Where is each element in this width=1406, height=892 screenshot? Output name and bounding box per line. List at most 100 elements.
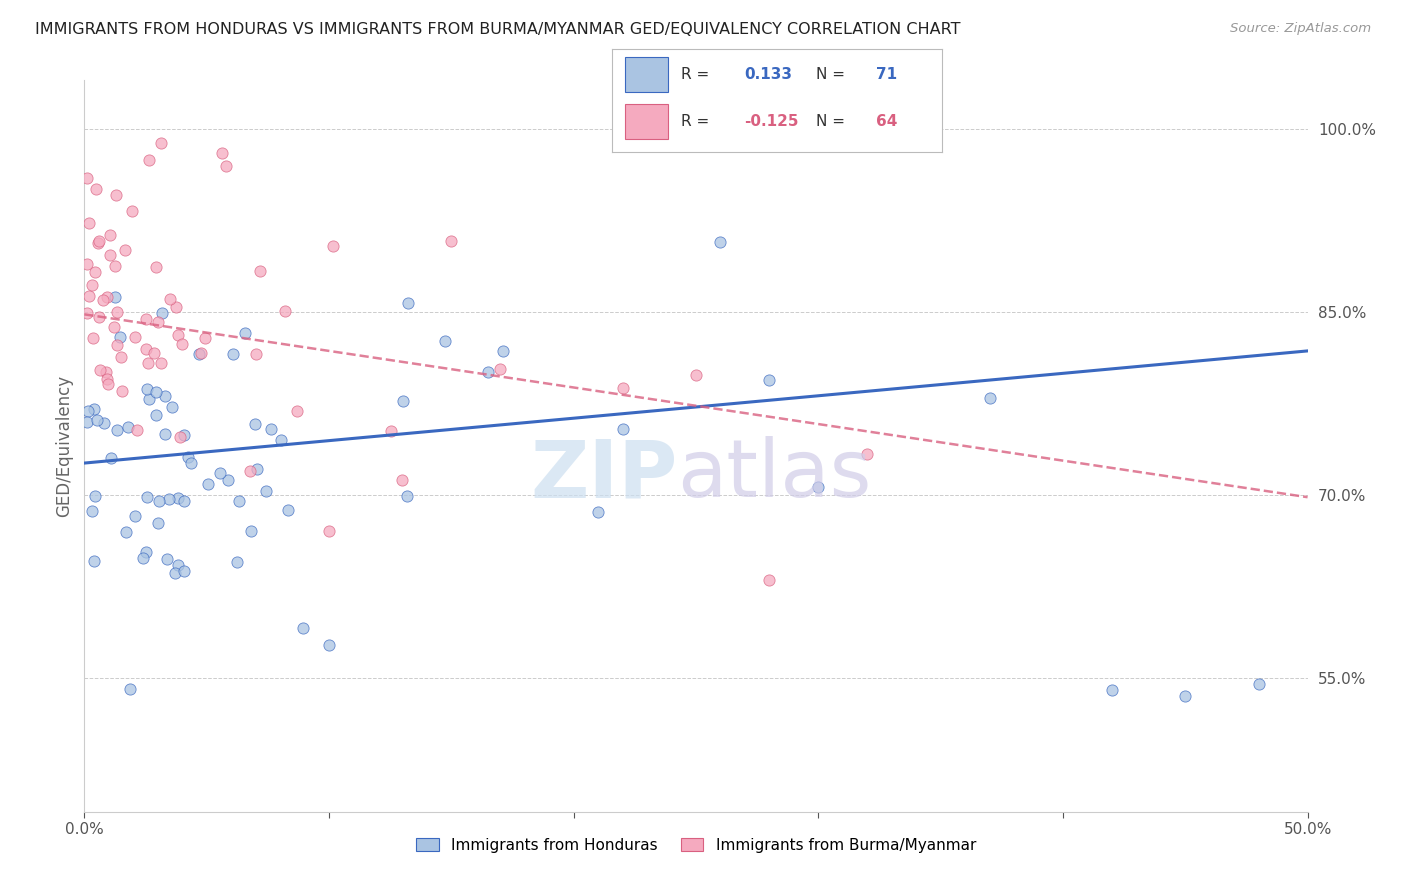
Text: 71: 71 (876, 67, 897, 82)
Point (586, 505, 609, 519)
Point (89, 362, 111, 376)
Point (105, 305, 128, 319)
Point (440, 235, 463, 249)
Text: -0.125: -0.125 (744, 114, 799, 129)
Point (173, 564, 195, 578)
Point (121, 204, 143, 219)
Point (124, 329, 146, 343)
Point (190, 345, 212, 359)
Point (208, 466, 231, 480)
Point (94, 365, 117, 379)
Point (187, 347, 209, 361)
Point (167, 328, 190, 343)
Point (260, 422, 283, 436)
Point (104, 290, 127, 304)
Point (76, 404, 98, 418)
Point (758, 573, 780, 587)
Point (1174, 689, 1197, 703)
Point (169, 430, 191, 444)
Point (318, 524, 340, 538)
Point (145, 384, 167, 399)
Point (245, 347, 267, 361)
Point (105, 338, 128, 352)
Point (97, 376, 120, 391)
Point (273, 304, 295, 318)
Point (228, 494, 250, 508)
Bar (624, 104, 668, 139)
Point (173, 493, 195, 508)
Point (277, 502, 299, 516)
Text: 0.133: 0.133 (744, 67, 792, 82)
Point (396, 295, 419, 310)
Point (167, 558, 190, 573)
Point (1101, 682, 1123, 697)
Text: R =: R = (681, 114, 709, 129)
Y-axis label: GED/Equivalency: GED/Equivalency (55, 375, 73, 517)
Point (758, 373, 780, 387)
Point (254, 483, 277, 498)
Point (138, 392, 160, 407)
Point (83, 554, 105, 568)
Point (76, 257, 98, 271)
Point (685, 368, 707, 382)
Point (135, 343, 157, 357)
Point (270, 433, 292, 447)
Point (226, 555, 249, 569)
Point (76, 306, 98, 320)
Point (149, 356, 172, 370)
Point (239, 524, 262, 539)
Point (612, 381, 634, 395)
Point (322, 239, 344, 253)
Point (391, 474, 413, 488)
Point (77, 216, 100, 230)
Point (84, 265, 107, 279)
Point (82, 331, 104, 345)
Point (173, 428, 195, 442)
Point (318, 638, 340, 652)
Point (292, 621, 315, 635)
Point (132, 551, 155, 566)
Point (194, 330, 217, 344)
Point (159, 292, 181, 306)
Point (142, 345, 165, 359)
Point (172, 337, 194, 351)
Point (222, 347, 245, 361)
Text: N =: N = (817, 114, 845, 129)
Point (214, 159, 236, 173)
Point (105, 423, 128, 437)
Point (138, 153, 160, 167)
Point (709, 235, 731, 249)
Point (165, 566, 187, 581)
Text: IMMIGRANTS FROM HONDURAS VS IMMIGRANTS FROM BURMA/MYANMAR GED/EQUIVALENCY CORREL: IMMIGRANTS FROM HONDURAS VS IMMIGRANTS F… (35, 22, 960, 37)
Text: R =: R = (681, 67, 709, 82)
Point (111, 384, 134, 399)
Text: Source: ZipAtlas.com: Source: ZipAtlas.com (1230, 22, 1371, 36)
Point (98, 247, 121, 261)
Point (856, 447, 879, 461)
Point (115, 525, 138, 540)
Point (87, 310, 110, 325)
Point (433, 334, 456, 348)
Point (218, 473, 240, 487)
Point (145, 409, 167, 423)
Point (104, 259, 127, 273)
Point (125, 423, 148, 437)
Point (80, 504, 103, 518)
Point (96, 290, 118, 304)
Point (392, 394, 415, 409)
Text: N =: N = (817, 67, 845, 82)
Point (156, 552, 179, 566)
Point (136, 356, 159, 370)
Point (233, 326, 256, 340)
Point (76, 170, 98, 185)
Point (103, 319, 125, 334)
Point (155, 389, 177, 403)
Point (86, 182, 108, 196)
Point (155, 427, 177, 442)
Point (380, 425, 402, 439)
Point (96, 372, 118, 386)
Point (87, 235, 110, 250)
Point (110, 350, 132, 364)
Point (91, 293, 114, 307)
Point (135, 490, 157, 504)
